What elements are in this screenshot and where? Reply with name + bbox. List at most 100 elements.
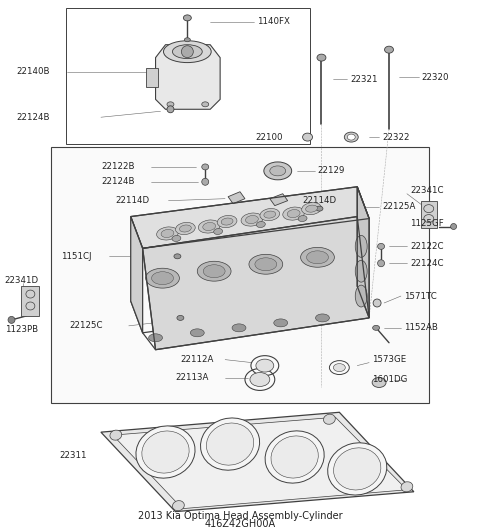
Ellipse shape — [167, 102, 174, 107]
Ellipse shape — [201, 418, 260, 470]
Ellipse shape — [145, 268, 180, 288]
Text: 22320: 22320 — [422, 73, 449, 82]
Polygon shape — [131, 216, 143, 333]
Ellipse shape — [271, 436, 318, 478]
Ellipse shape — [355, 235, 367, 257]
Ellipse shape — [217, 215, 237, 227]
Ellipse shape — [255, 258, 277, 271]
Text: 22114D: 22114D — [302, 196, 336, 205]
Text: 22122B: 22122B — [101, 162, 134, 171]
Ellipse shape — [184, 38, 191, 42]
Ellipse shape — [245, 215, 258, 224]
Ellipse shape — [324, 414, 336, 424]
Ellipse shape — [202, 102, 209, 107]
Ellipse shape — [378, 260, 384, 267]
Ellipse shape — [8, 316, 15, 323]
Ellipse shape — [328, 443, 387, 495]
Ellipse shape — [306, 205, 317, 212]
Ellipse shape — [197, 261, 231, 281]
Ellipse shape — [348, 134, 355, 140]
Text: 22124B: 22124B — [101, 177, 134, 186]
Polygon shape — [156, 45, 220, 110]
Ellipse shape — [384, 46, 394, 53]
Ellipse shape — [264, 211, 276, 218]
Text: 22125C: 22125C — [69, 321, 103, 330]
Text: 22124C: 22124C — [410, 259, 444, 268]
Ellipse shape — [161, 230, 174, 238]
Text: 22122C: 22122C — [410, 242, 444, 251]
Text: 22322: 22322 — [382, 133, 409, 142]
Ellipse shape — [176, 222, 195, 234]
Ellipse shape — [152, 272, 173, 285]
Ellipse shape — [300, 248, 335, 267]
Ellipse shape — [180, 225, 192, 232]
Ellipse shape — [256, 222, 265, 227]
Text: 22113A: 22113A — [175, 373, 209, 382]
Ellipse shape — [316, 206, 323, 211]
Ellipse shape — [183, 15, 192, 21]
Text: 1152AB: 1152AB — [404, 323, 438, 332]
Ellipse shape — [249, 254, 283, 274]
Ellipse shape — [232, 324, 246, 332]
Ellipse shape — [164, 41, 211, 62]
Bar — [22, 286, 39, 316]
Ellipse shape — [344, 132, 358, 142]
Ellipse shape — [334, 363, 345, 371]
Text: 22124B: 22124B — [16, 113, 50, 122]
Polygon shape — [270, 194, 288, 206]
Polygon shape — [113, 417, 407, 509]
Text: 22341C: 22341C — [410, 186, 444, 195]
Bar — [51, 147, 429, 403]
Bar — [145, 68, 157, 87]
Polygon shape — [101, 412, 414, 512]
Ellipse shape — [264, 162, 292, 180]
Ellipse shape — [378, 243, 384, 249]
Text: 22311: 22311 — [59, 451, 87, 460]
Ellipse shape — [181, 45, 193, 58]
Ellipse shape — [149, 334, 163, 342]
Text: 22100: 22100 — [255, 133, 282, 142]
Ellipse shape — [265, 431, 324, 483]
Text: 22321: 22321 — [350, 75, 378, 84]
Ellipse shape — [301, 203, 322, 215]
Polygon shape — [228, 191, 245, 204]
Text: 1123PB: 1123PB — [4, 325, 37, 334]
Ellipse shape — [401, 482, 413, 492]
Ellipse shape — [270, 166, 286, 176]
Ellipse shape — [167, 106, 174, 113]
Ellipse shape — [202, 178, 209, 185]
Text: 1151CJ: 1151CJ — [61, 252, 92, 261]
Ellipse shape — [260, 208, 280, 221]
Polygon shape — [357, 187, 369, 318]
Ellipse shape — [451, 224, 456, 230]
Ellipse shape — [315, 314, 329, 322]
Ellipse shape — [203, 223, 216, 231]
Ellipse shape — [202, 164, 209, 170]
Ellipse shape — [203, 264, 225, 278]
Text: 22125A: 22125A — [382, 202, 415, 211]
Ellipse shape — [372, 378, 386, 387]
Ellipse shape — [136, 426, 195, 478]
Text: 22129: 22129 — [317, 167, 345, 176]
Ellipse shape — [221, 218, 233, 225]
Ellipse shape — [250, 372, 270, 387]
Ellipse shape — [283, 207, 304, 220]
Ellipse shape — [110, 430, 122, 440]
Text: 2013 Kia Optima Head Assembly-Cylinder: 2013 Kia Optima Head Assembly-Cylinder — [138, 510, 342, 521]
Ellipse shape — [177, 315, 184, 321]
Ellipse shape — [172, 235, 181, 241]
Polygon shape — [131, 187, 369, 248]
Text: 1140FX: 1140FX — [257, 17, 290, 26]
Ellipse shape — [287, 209, 300, 217]
Ellipse shape — [172, 45, 202, 59]
Ellipse shape — [191, 329, 204, 337]
Ellipse shape — [302, 133, 312, 141]
Ellipse shape — [355, 285, 367, 307]
Ellipse shape — [355, 260, 367, 282]
Polygon shape — [143, 216, 369, 350]
Text: 22341D: 22341D — [4, 276, 39, 285]
Ellipse shape — [206, 423, 254, 465]
Text: 22112A: 22112A — [180, 355, 214, 364]
Ellipse shape — [274, 319, 288, 327]
Text: 1573GE: 1573GE — [372, 355, 407, 364]
